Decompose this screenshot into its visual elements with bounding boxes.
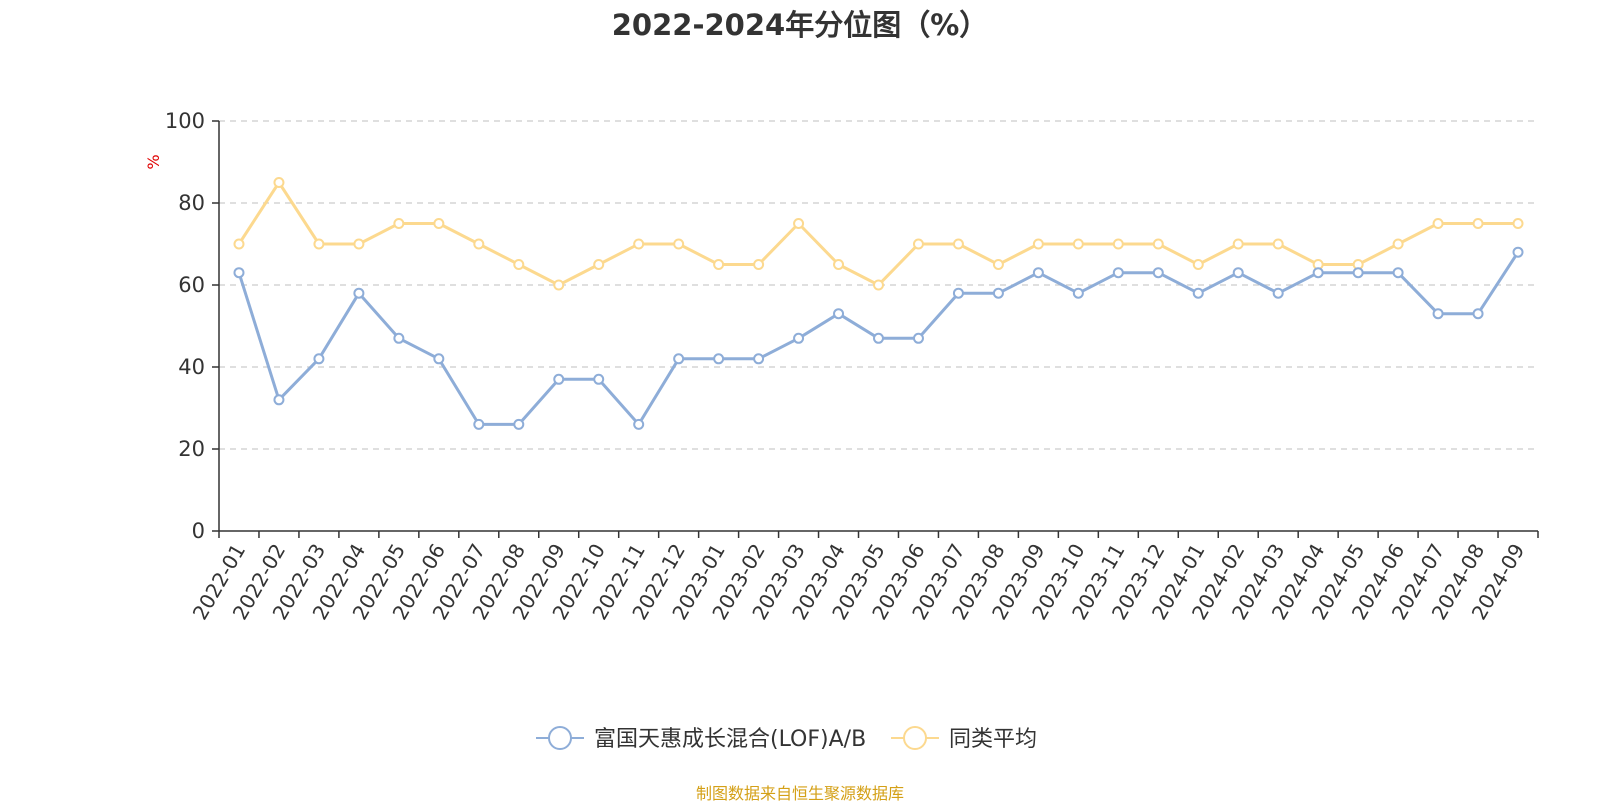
data-point xyxy=(833,259,845,270)
data-point xyxy=(433,353,445,365)
data-point xyxy=(1072,238,1084,250)
legend: 富国天惠成长混合(LOF)A/B 同类平均 xyxy=(536,726,1037,752)
source-note: 制图数据来自恒生聚源数据库 xyxy=(695,784,904,803)
legend-label: 富国天惠成长混合(LOF)A/B xyxy=(594,727,866,752)
data-point xyxy=(1192,259,1204,270)
data-point xyxy=(393,218,405,229)
series-line xyxy=(237,181,1519,287)
data-point xyxy=(753,259,765,270)
axes xyxy=(218,121,1538,532)
data-point xyxy=(353,287,365,299)
y-axis-label: % xyxy=(144,154,163,169)
data-point xyxy=(433,218,445,229)
y-tick-label: 20 xyxy=(178,437,205,461)
x-axis-ticks: 2022-012022-022022-032022-042022-052022-… xyxy=(188,531,1539,624)
data-point xyxy=(793,218,805,229)
data-point xyxy=(992,287,1004,299)
data-point xyxy=(1512,218,1524,229)
data-point xyxy=(1272,287,1284,299)
y-tick-label: 40 xyxy=(178,355,205,379)
series-1 xyxy=(233,177,1524,291)
legend-item[interactable]: 富国天惠成长混合(LOF)A/B xyxy=(536,726,866,752)
data-point xyxy=(353,238,365,250)
data-point xyxy=(633,238,645,250)
data-point xyxy=(1472,308,1484,320)
data-point xyxy=(473,418,485,430)
data-point xyxy=(1392,238,1404,250)
y-axis-ticks: 0 20 40 60 80 100 xyxy=(165,109,219,543)
data-point xyxy=(1512,246,1524,258)
y-tick-label: 0 xyxy=(192,519,205,543)
data-point xyxy=(873,332,884,344)
data-point xyxy=(833,308,845,320)
data-point xyxy=(633,418,645,430)
data-point xyxy=(952,287,964,299)
data-point xyxy=(673,353,685,365)
data-point xyxy=(313,353,325,365)
data-point xyxy=(593,373,605,385)
y-tick-label: 100 xyxy=(165,109,205,133)
data-point xyxy=(873,279,884,291)
legend-item[interactable]: 同类平均 xyxy=(891,726,1037,752)
data-point xyxy=(313,238,325,250)
data-point xyxy=(1432,308,1444,320)
data-point xyxy=(1232,267,1244,279)
y-tick-label: 80 xyxy=(178,191,205,215)
chart-title: 2022-2024年分位图（%） xyxy=(611,8,989,42)
data-point xyxy=(1152,238,1164,250)
data-point xyxy=(1032,267,1044,279)
data-point xyxy=(952,238,964,250)
legend-label: 同类平均 xyxy=(949,727,1037,752)
data-point xyxy=(793,332,805,344)
data-point xyxy=(713,353,725,365)
data-point xyxy=(1432,218,1444,229)
y-tick-label: 60 xyxy=(178,273,205,297)
data-point xyxy=(593,259,605,270)
data-point xyxy=(273,177,285,188)
data-point xyxy=(912,332,924,344)
data-point xyxy=(1112,238,1124,250)
data-point xyxy=(393,332,405,344)
data-point xyxy=(513,259,525,270)
data-point xyxy=(1352,267,1364,279)
series-group xyxy=(233,177,1524,430)
data-point xyxy=(912,238,924,250)
data-point xyxy=(713,259,725,270)
data-point xyxy=(1312,267,1324,279)
data-point xyxy=(233,238,245,250)
series-0 xyxy=(233,246,1524,430)
data-point xyxy=(233,267,245,279)
data-point xyxy=(1472,218,1484,229)
data-point xyxy=(673,238,685,250)
data-point xyxy=(1112,267,1124,279)
legend-marker xyxy=(548,726,572,750)
data-point xyxy=(1152,267,1164,279)
data-point xyxy=(1232,238,1244,250)
legend-marker xyxy=(903,726,927,750)
data-point xyxy=(553,373,565,385)
data-point xyxy=(273,394,285,406)
data-point xyxy=(1072,287,1084,299)
data-point xyxy=(1392,267,1404,279)
data-point xyxy=(553,279,565,291)
data-point xyxy=(992,259,1004,270)
data-point xyxy=(1032,238,1044,250)
data-point xyxy=(1272,238,1284,250)
data-point xyxy=(1192,287,1204,299)
data-point xyxy=(513,418,525,430)
data-point xyxy=(473,238,485,250)
data-point xyxy=(753,353,765,365)
